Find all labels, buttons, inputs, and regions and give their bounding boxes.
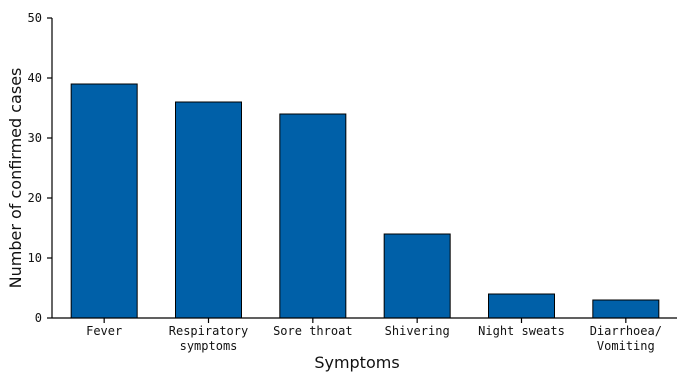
y-tick-label: 10: [28, 251, 42, 265]
bar: [70, 83, 138, 319]
x-category-label: Shivering: [385, 324, 450, 338]
x-category-label-line: Night sweats: [478, 324, 565, 338]
y-tick-label: 50: [28, 11, 42, 25]
x-category-label-line: Fever: [86, 324, 122, 338]
x-category-label: Diarrhoea/Vomiting: [590, 324, 662, 353]
x-category-label: Night sweats: [478, 324, 565, 338]
x-category-label: Respiratory symptoms: [169, 324, 248, 353]
x-category-label: Fever: [86, 324, 122, 338]
y-axis-ticks: 0 10 20 30 40 50: [28, 11, 52, 325]
x-category-label-line: Respiratory: [169, 324, 248, 338]
y-tick-label: 40: [28, 71, 42, 85]
x-category-label-line: symptoms: [180, 339, 238, 353]
x-category-label-line: Sore throat: [273, 324, 352, 338]
bar: [488, 293, 555, 319]
x-axis-title: Symptoms: [314, 353, 399, 372]
x-category-label-line: Shivering: [385, 324, 450, 338]
x-axis-labels: Fever Respiratory symptoms Sore throat Shive…: [86, 318, 662, 353]
x-category-label-line: Vomiting: [597, 339, 655, 353]
bar: [592, 299, 660, 319]
bar: [175, 101, 242, 319]
bar: [279, 113, 347, 319]
x-category-label-line: Diarrhoea/: [590, 324, 662, 338]
bar: [383, 233, 451, 319]
x-category-label: Sore throat: [273, 324, 352, 338]
bars: [70, 83, 660, 319]
y-axis-title: Number of confirmed cases: [6, 68, 25, 289]
y-tick-label: 0: [35, 311, 42, 325]
y-tick-label: 20: [28, 191, 42, 205]
y-tick-label: 30: [28, 131, 42, 145]
